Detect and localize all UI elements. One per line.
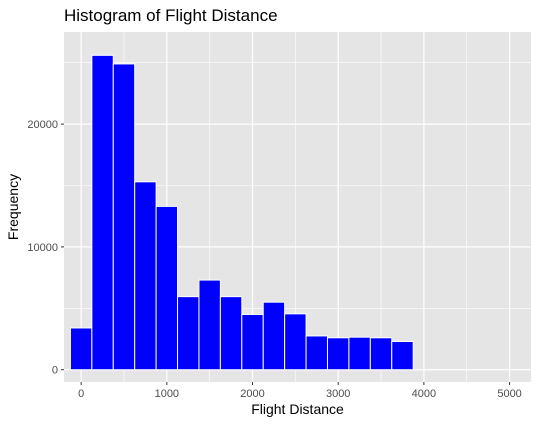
histogram-bar: [391, 340, 414, 371]
y-axis: 0 10000 20000: [27, 119, 64, 377]
histogram-bar: [348, 336, 371, 371]
x-axis-title: Flight Distance: [251, 401, 344, 417]
x-tick-label: 4000: [412, 388, 436, 400]
histogram-bar: [177, 296, 200, 371]
x-tick-label: 2000: [240, 388, 264, 400]
histogram-bar: [219, 296, 243, 371]
histogram-bar: [91, 54, 114, 371]
x-tick-label: 1000: [155, 388, 179, 400]
histogram-bar: [262, 301, 286, 371]
y-axis-title: Frequency: [5, 174, 21, 240]
histogram-bar: [326, 337, 350, 371]
histogram-bar: [241, 313, 264, 371]
histogram-bar: [198, 279, 221, 371]
x-tick-label: 0: [78, 388, 84, 400]
y-tick-label: 0: [52, 365, 58, 377]
histogram-bar: [134, 181, 157, 371]
y-tick-label: 20000: [27, 119, 58, 131]
x-axis: 0 1000 2000 3000 4000 5000: [78, 382, 522, 400]
histogram-bar: [284, 313, 307, 371]
histogram-bar: [305, 335, 328, 371]
histogram-bar: [69, 327, 93, 371]
histogram-bar: [369, 337, 393, 371]
y-tick-label: 10000: [27, 242, 58, 254]
chart-title: Histogram of Flight Distance: [64, 6, 278, 25]
x-tick-label: 5000: [497, 388, 521, 400]
x-tick-label: 3000: [326, 388, 350, 400]
histogram-bar: [155, 205, 179, 371]
histogram-bar: [112, 63, 136, 371]
histogram-bars: [69, 54, 414, 371]
